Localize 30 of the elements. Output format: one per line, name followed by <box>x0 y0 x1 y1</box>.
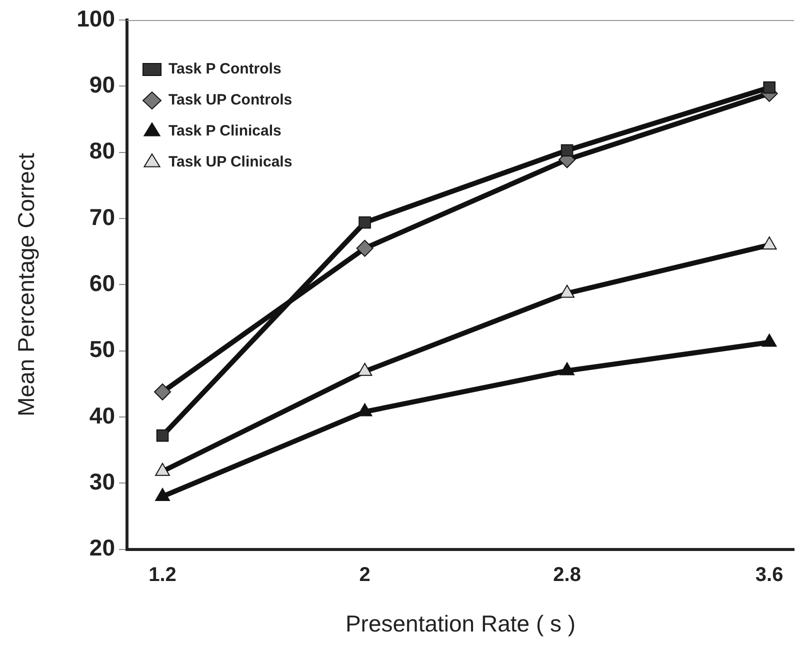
y-tick-label: 100 <box>76 5 115 32</box>
y-tick-label: 60 <box>89 270 115 296</box>
y-tick-label: 40 <box>89 402 115 428</box>
point <box>356 240 374 257</box>
x-tick-label: 3.6 <box>755 564 784 586</box>
y-tick-label: 80 <box>89 138 115 164</box>
point <box>358 216 371 229</box>
point <box>762 334 777 347</box>
point <box>560 144 574 157</box>
x-tick-label: 2 <box>359 564 370 586</box>
legend-label: Task P Clinicals <box>168 122 282 140</box>
legend-label: Task UP Clinicals <box>168 154 292 171</box>
x-axis-title: Presentation Rate ( s ) <box>345 610 576 637</box>
point <box>560 284 574 298</box>
y-tick-label: 20 <box>89 534 115 561</box>
y-tick-label: 50 <box>89 336 115 362</box>
y-tick-label: 70 <box>89 204 115 230</box>
point <box>155 488 170 501</box>
point <box>357 362 372 376</box>
y-tick-label: 90 <box>89 72 115 98</box>
point <box>155 462 170 476</box>
y-tick-label: 30 <box>89 468 115 495</box>
y-axis-title: Mean Percentage Correct <box>13 152 40 416</box>
x-tick-label: 1.2 <box>148 564 176 586</box>
legend-label: Task P Controls <box>168 60 282 78</box>
x-tick-label: 2.8 <box>553 564 581 586</box>
point <box>560 362 574 376</box>
point <box>763 81 776 94</box>
point <box>762 236 777 250</box>
legend-label: Task UP Controls <box>168 92 292 109</box>
